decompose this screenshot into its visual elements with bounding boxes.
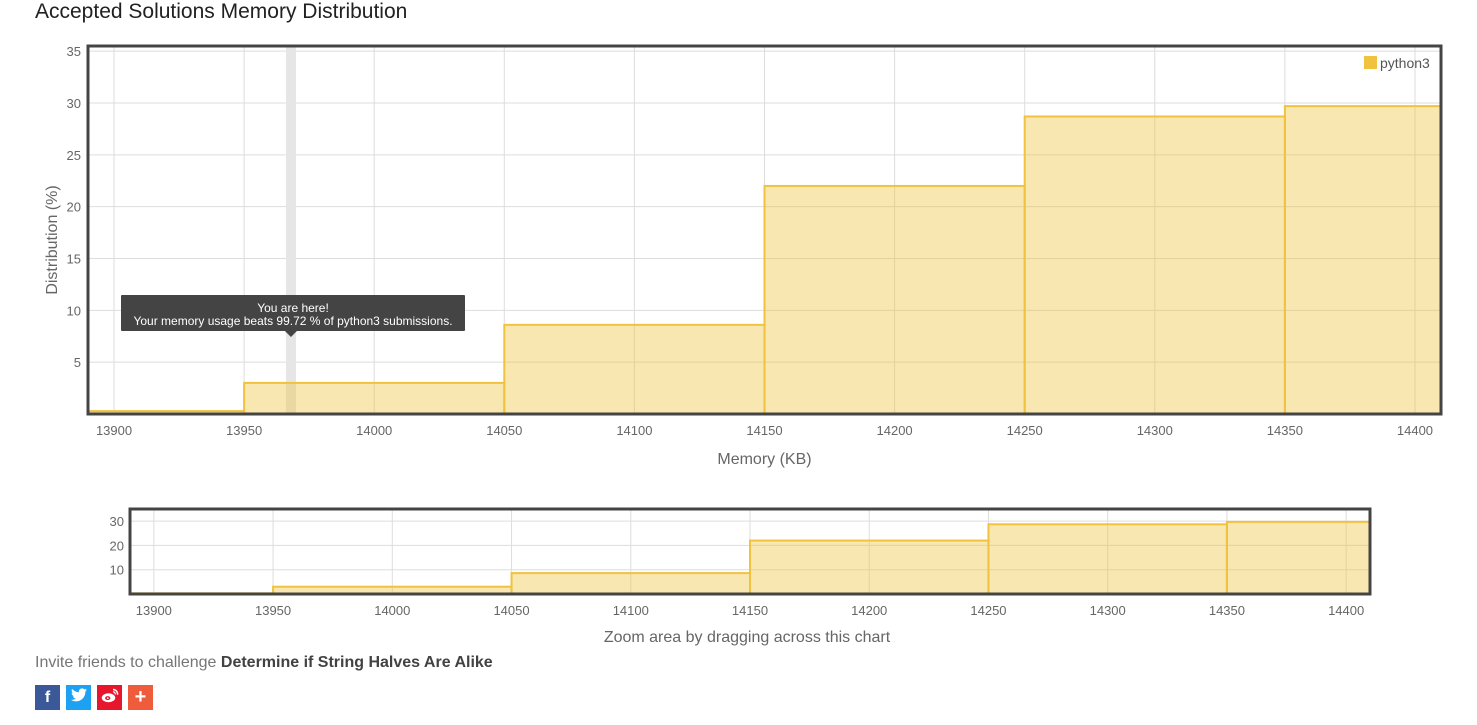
histogram-bar [243, 381, 506, 415]
x-tick-label: 14400 [1397, 423, 1433, 438]
y-tick-label: 5 [74, 355, 81, 370]
share-twitter-button[interactable] [66, 685, 91, 710]
navigator-x-tick-label: 14250 [970, 603, 1006, 618]
x-tick-label: 14350 [1267, 423, 1303, 438]
share-more-button[interactable]: + [128, 685, 153, 710]
weibo-icon [101, 688, 119, 708]
problem-name[interactable]: Determine if String Halves Are Alike [220, 654, 493, 671]
navigator-x-tick-label: 14150 [732, 603, 768, 618]
histogram-bar [763, 184, 1026, 415]
share-weibo-button[interactable] [97, 685, 122, 710]
x-tick-label: 13900 [96, 423, 132, 438]
y-tick-label: 10 [67, 303, 81, 318]
navigator-y-tick-label: 10 [110, 563, 124, 578]
page-title: Accepted Solutions Memory Distribution [35, 0, 408, 23]
navigator-bar [1225, 520, 1372, 595]
tooltip-title: You are here! [257, 301, 329, 315]
invite-prefix: Invite friends to challenge [35, 654, 221, 671]
memory-distribution-chart[interactable]: 13900 13950 14000 14050 14100 14150 14200 14250… [0, 0, 1477, 650]
x-tick-label: 14300 [1137, 423, 1173, 438]
navigator-bar [510, 572, 751, 595]
you-are-here-band [285, 46, 296, 414]
x-tick-label: 14200 [877, 423, 913, 438]
share-facebook-button[interactable]: f [35, 685, 60, 710]
legend-label: python3 [1380, 55, 1430, 71]
navigator-x-tick-label: 14050 [493, 603, 529, 618]
navigator-bar [749, 539, 990, 595]
navigator-x-tick-label: 14000 [374, 603, 410, 618]
histogram-bar [503, 323, 766, 415]
histogram-bar [1283, 105, 1443, 416]
navigator-y-tick-label: 30 [110, 514, 124, 529]
x-tick-label: 14250 [1007, 423, 1043, 438]
navigator-x-tick-label: 13900 [136, 603, 172, 618]
navigator-x-tick-label: 14100 [613, 603, 649, 618]
y-axis-title: Distribution (%) [44, 185, 61, 294]
navigator-frame[interactable] [128, 507, 1372, 596]
y-tick-label: 15 [67, 252, 81, 267]
navigator-x-tick-label: 14300 [1090, 603, 1126, 618]
navigator-caption: Zoom area by dragging across this chart [604, 629, 891, 646]
navigator-x-tick-label: 14400 [1328, 603, 1364, 618]
tooltip-pointer [284, 331, 297, 337]
legend-swatch [1364, 56, 1377, 69]
x-tick-label: 14000 [356, 423, 392, 438]
tooltip-box [121, 295, 465, 331]
facebook-icon: f [44, 688, 51, 706]
x-tick-label: 14150 [746, 423, 782, 438]
invite-text: Invite friends to challenge Determine if… [35, 654, 493, 672]
y-tick-label: 25 [67, 148, 81, 163]
x-tick-label: 14050 [486, 423, 522, 438]
more-share-icon: + [134, 686, 147, 708]
y-tick-label: 35 [67, 44, 81, 59]
x-axis-title: Memory (KB) [717, 451, 811, 468]
x-tick-label: 14100 [616, 423, 652, 438]
x-tick-label: 13950 [226, 423, 262, 438]
twitter-icon [70, 688, 87, 707]
navigator-x-tick-label: 14200 [851, 603, 887, 618]
histogram-bar [1023, 115, 1286, 415]
plot-frame [86, 44, 1443, 416]
y-tick-label: 20 [67, 200, 81, 215]
y-tick-label: 30 [67, 96, 81, 111]
navigator-bar [987, 523, 1228, 595]
navigator-y-tick-label: 20 [110, 538, 124, 553]
tooltip-message: Your memory usage beats 99.72 % of pytho… [133, 314, 452, 328]
navigator-x-tick-label: 13950 [255, 603, 291, 618]
navigator-x-tick-label: 14350 [1209, 603, 1245, 618]
